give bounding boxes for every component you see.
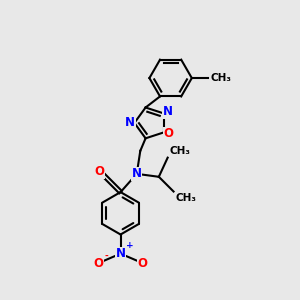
Text: N: N (163, 105, 173, 119)
Text: CH₃: CH₃ (210, 73, 231, 83)
Text: +: + (126, 241, 134, 250)
Text: CH₃: CH₃ (175, 193, 196, 203)
Text: N: N (132, 167, 142, 180)
Text: N: N (125, 116, 135, 129)
Text: O: O (94, 257, 103, 271)
Text: O: O (94, 165, 104, 178)
Text: O: O (138, 257, 148, 271)
Text: N: N (116, 247, 126, 260)
Text: -: - (104, 252, 108, 261)
Text: O: O (163, 128, 173, 140)
Text: CH₃: CH₃ (169, 146, 190, 156)
